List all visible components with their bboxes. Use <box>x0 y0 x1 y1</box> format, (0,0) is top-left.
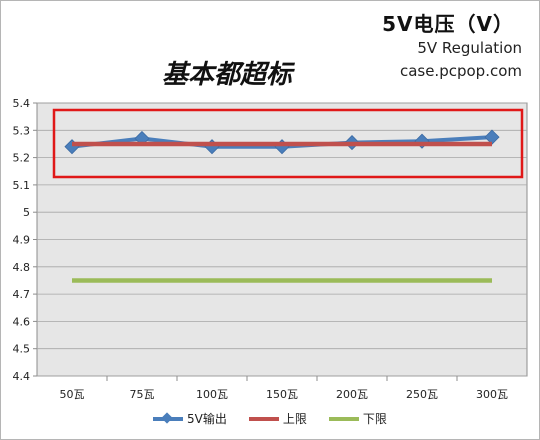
x-tick-label: 200瓦 <box>336 388 368 401</box>
y-axis-ticks: 4.4 4.5 4.6 4.7 4.8 4.9 5 5.1 5.2 5.3 5.4 <box>13 97 37 383</box>
x-tick-label: 100瓦 <box>196 388 228 401</box>
legend-swatch-output <box>153 411 184 425</box>
y-tick-label: 4.4 <box>13 370 31 383</box>
legend-swatch-lower <box>328 413 359 425</box>
legend-swatch-upper <box>248 413 279 425</box>
chart-title: 5V电压（V） <box>382 12 514 36</box>
legend: 5V输出 上限 下限 <box>0 410 540 427</box>
legend-label-output: 5V输出 <box>187 412 227 426</box>
y-tick-label: 4.8 <box>13 261 31 274</box>
y-tick-label: 4.9 <box>13 234 31 247</box>
series-group <box>64 129 500 283</box>
x-axis-ticks: 50瓦 75瓦 100瓦 150瓦 200瓦 250瓦 300瓦 <box>60 376 508 401</box>
y-tick-label: 5.1 <box>13 179 31 192</box>
x-tick-label: 150瓦 <box>266 388 298 401</box>
x-tick-label: 50瓦 <box>60 388 85 401</box>
y-tick-label: 4.6 <box>13 315 31 328</box>
legend-item-output: 5V输出 <box>153 410 227 427</box>
y-tick-label: 4.5 <box>13 343 31 356</box>
x-tick-label: 300瓦 <box>476 388 508 401</box>
y-tick-label: 5 <box>23 206 30 219</box>
legend-item-lower: 下限 <box>328 410 387 427</box>
legend-line-upper <box>248 416 279 421</box>
y-tick-label: 4.7 <box>13 288 31 301</box>
legend-item-upper: 上限 <box>248 410 307 427</box>
x-tick-label: 75瓦 <box>130 388 155 401</box>
y-tick-label: 5.2 <box>13 152 31 165</box>
legend-label-lower: 下限 <box>362 412 387 426</box>
legend-line-lower <box>328 416 359 421</box>
annotation-text: 基本都超标 <box>162 60 293 90</box>
source-site: case.pcpop.com <box>399 62 522 80</box>
highlight-box <box>52 108 524 179</box>
gridlines <box>37 102 527 377</box>
legend-label-upper: 上限 <box>282 412 307 426</box>
x-tick-label: 250瓦 <box>406 388 438 401</box>
y-tick-label: 5.4 <box>13 97 31 110</box>
y-tick-label: 5.3 <box>13 124 31 137</box>
legend-marker-output <box>161 411 173 424</box>
chart-subtitle: 5V Regulation <box>417 39 522 57</box>
